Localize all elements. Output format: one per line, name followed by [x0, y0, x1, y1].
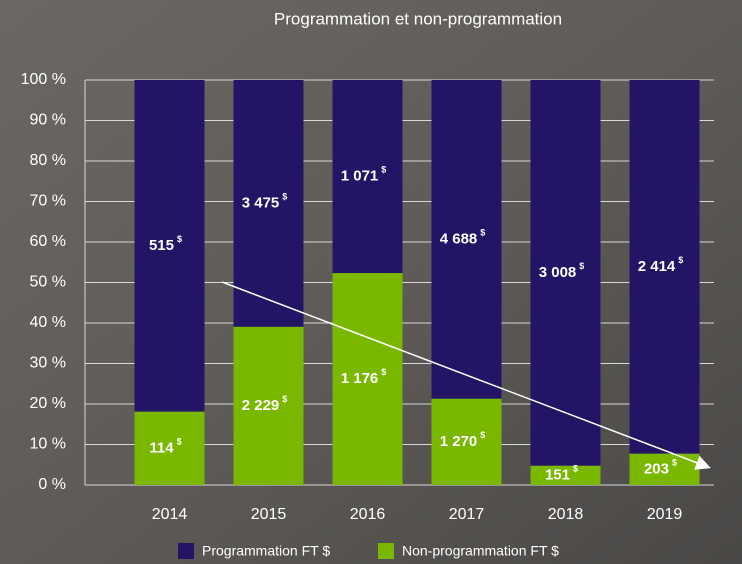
- legend-swatch: [178, 543, 194, 559]
- data-label-value: 1 270: [440, 433, 478, 450]
- data-label: 2 229 $: [242, 394, 288, 414]
- y-tick-label: 0 %: [38, 476, 66, 493]
- x-tick-label: 2017: [449, 506, 485, 523]
- data-label: 114 $: [149, 437, 181, 457]
- x-tick-label: 2018: [548, 506, 584, 523]
- data-label-unit: $: [672, 458, 677, 468]
- data-label: 1 176 $: [341, 367, 387, 387]
- bar-segment: [332, 273, 403, 485]
- bar-segment: [530, 465, 601, 485]
- y-tick-label: 30 %: [30, 355, 66, 372]
- bar-segment: [431, 80, 502, 399]
- y-tick-label: 60 %: [30, 233, 66, 250]
- data-label: 3 475 $: [242, 192, 288, 212]
- data-label-unit: $: [573, 464, 578, 474]
- y-tick-label: 90 %: [30, 112, 66, 129]
- data-label: 4 688 $: [440, 228, 486, 248]
- y-tick-label: 20 %: [30, 395, 66, 412]
- data-label-value: 1 071: [341, 167, 379, 184]
- data-label-value: 2 414: [638, 258, 676, 275]
- data-label-unit: $: [282, 192, 287, 202]
- y-tick-label: 40 %: [30, 314, 66, 331]
- y-tick-label: 70 %: [30, 193, 66, 210]
- data-label-unit: $: [480, 228, 485, 238]
- data-label-value: 203: [644, 460, 669, 477]
- x-tick-label: 2019: [647, 506, 683, 523]
- legend-label: Non-programmation FT $: [402, 543, 559, 559]
- data-label-unit: $: [282, 394, 287, 404]
- data-label: 1 270 $: [440, 430, 486, 450]
- bar-segment: [233, 80, 304, 327]
- x-tick-label: 2014: [152, 506, 188, 523]
- bar-segment: [233, 326, 304, 485]
- data-label-unit: $: [177, 234, 182, 244]
- data-label-value: 2 229: [242, 397, 280, 414]
- data-label-value: 114: [149, 439, 174, 456]
- data-label-unit: $: [678, 255, 683, 265]
- data-label: 3 008 $: [539, 261, 585, 281]
- data-label-unit: $: [177, 437, 182, 447]
- legend-label: Programmation FT $: [202, 543, 330, 559]
- data-label: 151 $: [545, 464, 578, 484]
- bar-segment: [134, 80, 205, 412]
- y-tick-label: 10 %: [30, 436, 66, 453]
- data-label-value: 4 688: [440, 230, 478, 247]
- y-tick-label: 100 %: [21, 71, 66, 88]
- data-label: 203 $: [644, 458, 677, 478]
- trend-arrow: [221, 281, 711, 470]
- data-label-value: 515: [149, 237, 174, 254]
- data-label: 2 414 $: [638, 255, 684, 275]
- data-label-unit: $: [381, 367, 386, 377]
- data-label: 1 071 $: [341, 165, 387, 185]
- data-label-value: 3 008: [539, 264, 577, 281]
- x-tick-label: 2016: [350, 506, 386, 523]
- data-label-unit: $: [480, 430, 485, 440]
- x-tick-label: 2015: [251, 506, 287, 523]
- bar-segment: [530, 80, 601, 466]
- data-label: 515 $: [149, 234, 182, 254]
- y-tick-label: 50 %: [30, 274, 66, 291]
- data-label-value: 3 475: [242, 194, 280, 211]
- bar-segment: [332, 80, 403, 274]
- bar-segment: [431, 398, 502, 485]
- y-tick-label: 80 %: [30, 152, 66, 169]
- chart-title: Programmation et non-programmation: [274, 9, 562, 28]
- legend-swatch: [378, 543, 394, 559]
- data-label-unit: $: [381, 165, 386, 175]
- bar-segment: [629, 80, 700, 454]
- data-label-unit: $: [579, 261, 584, 271]
- data-label-value: 151: [545, 466, 570, 483]
- bar-segment: [134, 411, 205, 485]
- data-label-value: 1 176: [341, 370, 379, 387]
